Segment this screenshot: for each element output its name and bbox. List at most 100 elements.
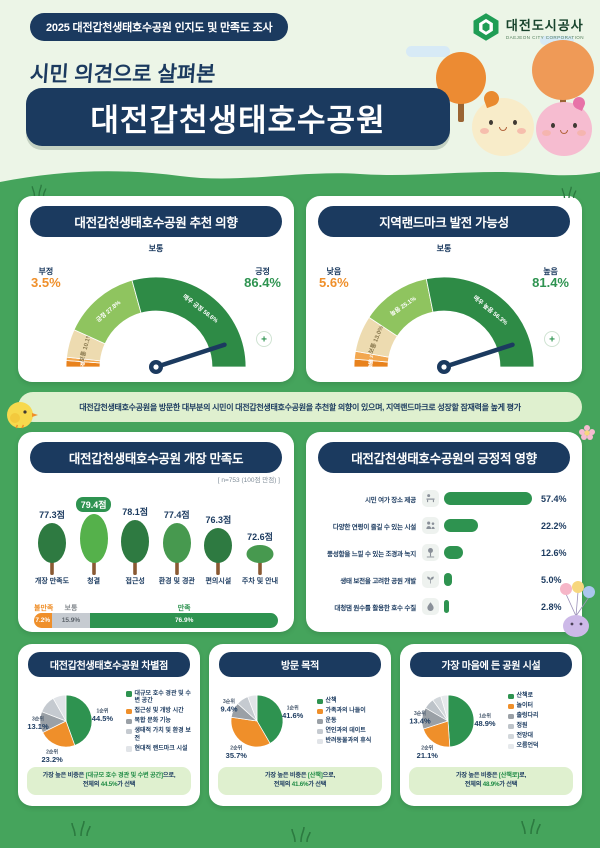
legend-swatch [126, 746, 132, 752]
pie-rank: 2순위 [421, 745, 433, 752]
stacked-segment-value: 76.9% [174, 617, 194, 624]
legend-item: 가족과의 나들이 [317, 708, 385, 716]
effect-label: 생태 보전을 고려한 공원 개발 [340, 577, 416, 585]
card-positive-effects: 대전갑천생태호수공원의 긍정적 영향 시민 여가 장소 제공 57.4% 다양한 연… [306, 432, 582, 632]
legend-item: 접근성 및 개방 시간 [126, 708, 194, 716]
effect-bar-fill [444, 519, 479, 532]
conclusion-text: [산책] [307, 772, 323, 779]
tree-trunk [216, 561, 221, 575]
effect-row: 풍성함을 느낄 수 있는 조경과 녹지 12.6% [316, 539, 572, 566]
legend-label: 정원 [516, 723, 528, 730]
tree-category-label: 주차 및 안내 [241, 578, 279, 585]
blush-icon [517, 128, 526, 134]
grass-icon [291, 826, 311, 842]
tree-icon [121, 520, 150, 575]
tree-column: 78.1점 접근성 [115, 489, 155, 595]
card-positive-effects-title: 대전갑천생태호수공원의 긍정적 영향 [318, 442, 570, 473]
legend-swatch [508, 713, 514, 720]
legend-item: 현대적 랜드마크 시설 [126, 746, 194, 754]
pie-rank-value: 13.4% [409, 717, 431, 726]
tree-trunk [174, 561, 179, 575]
tree-score: 77.3점 [39, 510, 65, 520]
legend-swatch [508, 743, 514, 750]
tree-column: 76.3점 편의시설 [198, 489, 238, 595]
legend-swatch [317, 708, 323, 715]
conclusion-text: 44.5% [100, 780, 118, 788]
legend-item: 복합 문화 기능 [126, 718, 194, 726]
legend-label: 놀이터 [516, 703, 534, 710]
top-badge: 2025 대전갑천생태호수공원 인지도 및 만족도 조사 [30, 13, 289, 41]
effect-row: 생태 보전을 고려한 공원 개발 5.0% [316, 566, 572, 593]
tree-category-label: 청결 [87, 578, 101, 585]
tree-foliage [246, 545, 274, 563]
pie-rank-label: 2순위 23.2% [42, 748, 64, 764]
conclusion-text: 로, 전체의 [464, 772, 527, 788]
effect-label: 다양한 연령이 즐길 수 있는 시설 [332, 523, 416, 531]
legend-swatch [317, 718, 323, 725]
legend-label: 산책로 [516, 693, 534, 700]
mascot-cream-character [472, 88, 534, 156]
legend-label: 연인과의 데이트 [325, 728, 366, 735]
header-kicker: 시민 의견으로 살펴본 [29, 63, 217, 86]
pie-rank-value: 41.6% [282, 711, 304, 720]
gauge-positive-label: 높음 81.4% [532, 267, 569, 291]
gauge-segment-label: 낮음 2.8% [367, 347, 377, 368]
pie-rank: 3순위 [223, 698, 235, 705]
gauge-needle [153, 342, 227, 370]
stacked-label: 불만족 [34, 605, 54, 612]
gauge-left-value: 3.5% [31, 275, 61, 291]
card-landmark-title: 지역랜드마크 발전 가능성 [318, 206, 570, 237]
main-title: 대전갑천생태호수공원 [26, 88, 450, 146]
legend-item: 출렁다리 [508, 713, 576, 721]
legend-item: 오름언덕 [508, 743, 576, 751]
pie-chart: 1순위 48.9% 2순위 21.1% 3순위 13.4% [409, 694, 496, 761]
pie-rank-label: 2순위 21.1% [417, 745, 439, 761]
recommendation-gauge-chart: 매우부정 2.3%부정 1.2%보통 10.1%긍정 27.8% 매우 긍정 58… [65, 276, 272, 377]
mouth-icon [560, 130, 568, 134]
stacked-segment-value: 7.2% [35, 617, 51, 624]
tree-column: 79.4점 청결 [74, 489, 114, 595]
legend-label: 전망대 [516, 733, 534, 740]
pie-rank-label: 3순위 13.1% [27, 716, 49, 732]
pie-rank: 3순위 [32, 716, 44, 723]
effect-row: 대청댐 원수를 활용한 호수 수질 2.8% [316, 593, 572, 620]
gauge-right-value: 86.4% [244, 275, 281, 291]
card-satisfaction: 대전갑천생태호수공원 개장 만족도 [ n=753 (100점 만점) ] 77… [18, 432, 294, 632]
tree-foliage [38, 523, 66, 563]
legend-swatch [508, 693, 514, 700]
people-icon [422, 517, 439, 534]
gauge-center-label: 보통 [148, 244, 164, 253]
favorite-facility-pie: 1순위 48.9% 2순위 21.1% 3순위 13.4% 산책로 놀이터 출렁다리 정원 전망대 오… [406, 681, 576, 763]
pie-slice [65, 694, 93, 746]
conclusion-text: 가장 높은 비중은 [455, 772, 499, 779]
legend-label: 가족과의 나들이 [325, 708, 366, 715]
tree-icon [79, 514, 108, 575]
stacked-label: 만족 [177, 605, 191, 612]
stacked-segment-value: 15.9% [61, 617, 81, 624]
effect-bar-fill [444, 492, 532, 505]
favorite-facility-conclusion: 가장 높은 비중은 [산책로]로, 전체의 48.9%가 선택 [409, 767, 573, 795]
wave-divider [0, 171, 600, 190]
sprout-icon [422, 571, 439, 588]
gauge-right-value: 81.4% [532, 275, 569, 291]
pie-rank-label: 3순위 9.4% [220, 698, 237, 714]
pie-rank-value: 44.5% [92, 714, 114, 723]
card-landmark: 지역랜드마크 발전 가능성 보통 매우 낮음 2.8% 낮음 2.8% 보통 13.… [306, 196, 582, 382]
landscape-icon [422, 544, 439, 561]
stacked-segment: 7.2% [34, 613, 52, 628]
pie-slice [440, 694, 449, 722]
tree-icon [204, 528, 233, 575]
effect-bar [444, 600, 536, 613]
tree-score: 77.4점 [163, 510, 190, 520]
tree-foliage [79, 514, 108, 563]
legend-swatch [508, 723, 514, 730]
tree-score: 72.6점 [247, 532, 273, 542]
gauge-left-name: 부정 [38, 267, 54, 276]
plus-badge-label: + [261, 335, 267, 346]
effect-row: 시민 여가 장소 제공 57.4% [316, 485, 572, 512]
legend-item: 생태적 가치 및 환경 보전 [126, 728, 194, 743]
gauge-positive-label: 긍정 86.4% [244, 267, 281, 291]
conclusion-text: 가 선택 [499, 780, 518, 788]
